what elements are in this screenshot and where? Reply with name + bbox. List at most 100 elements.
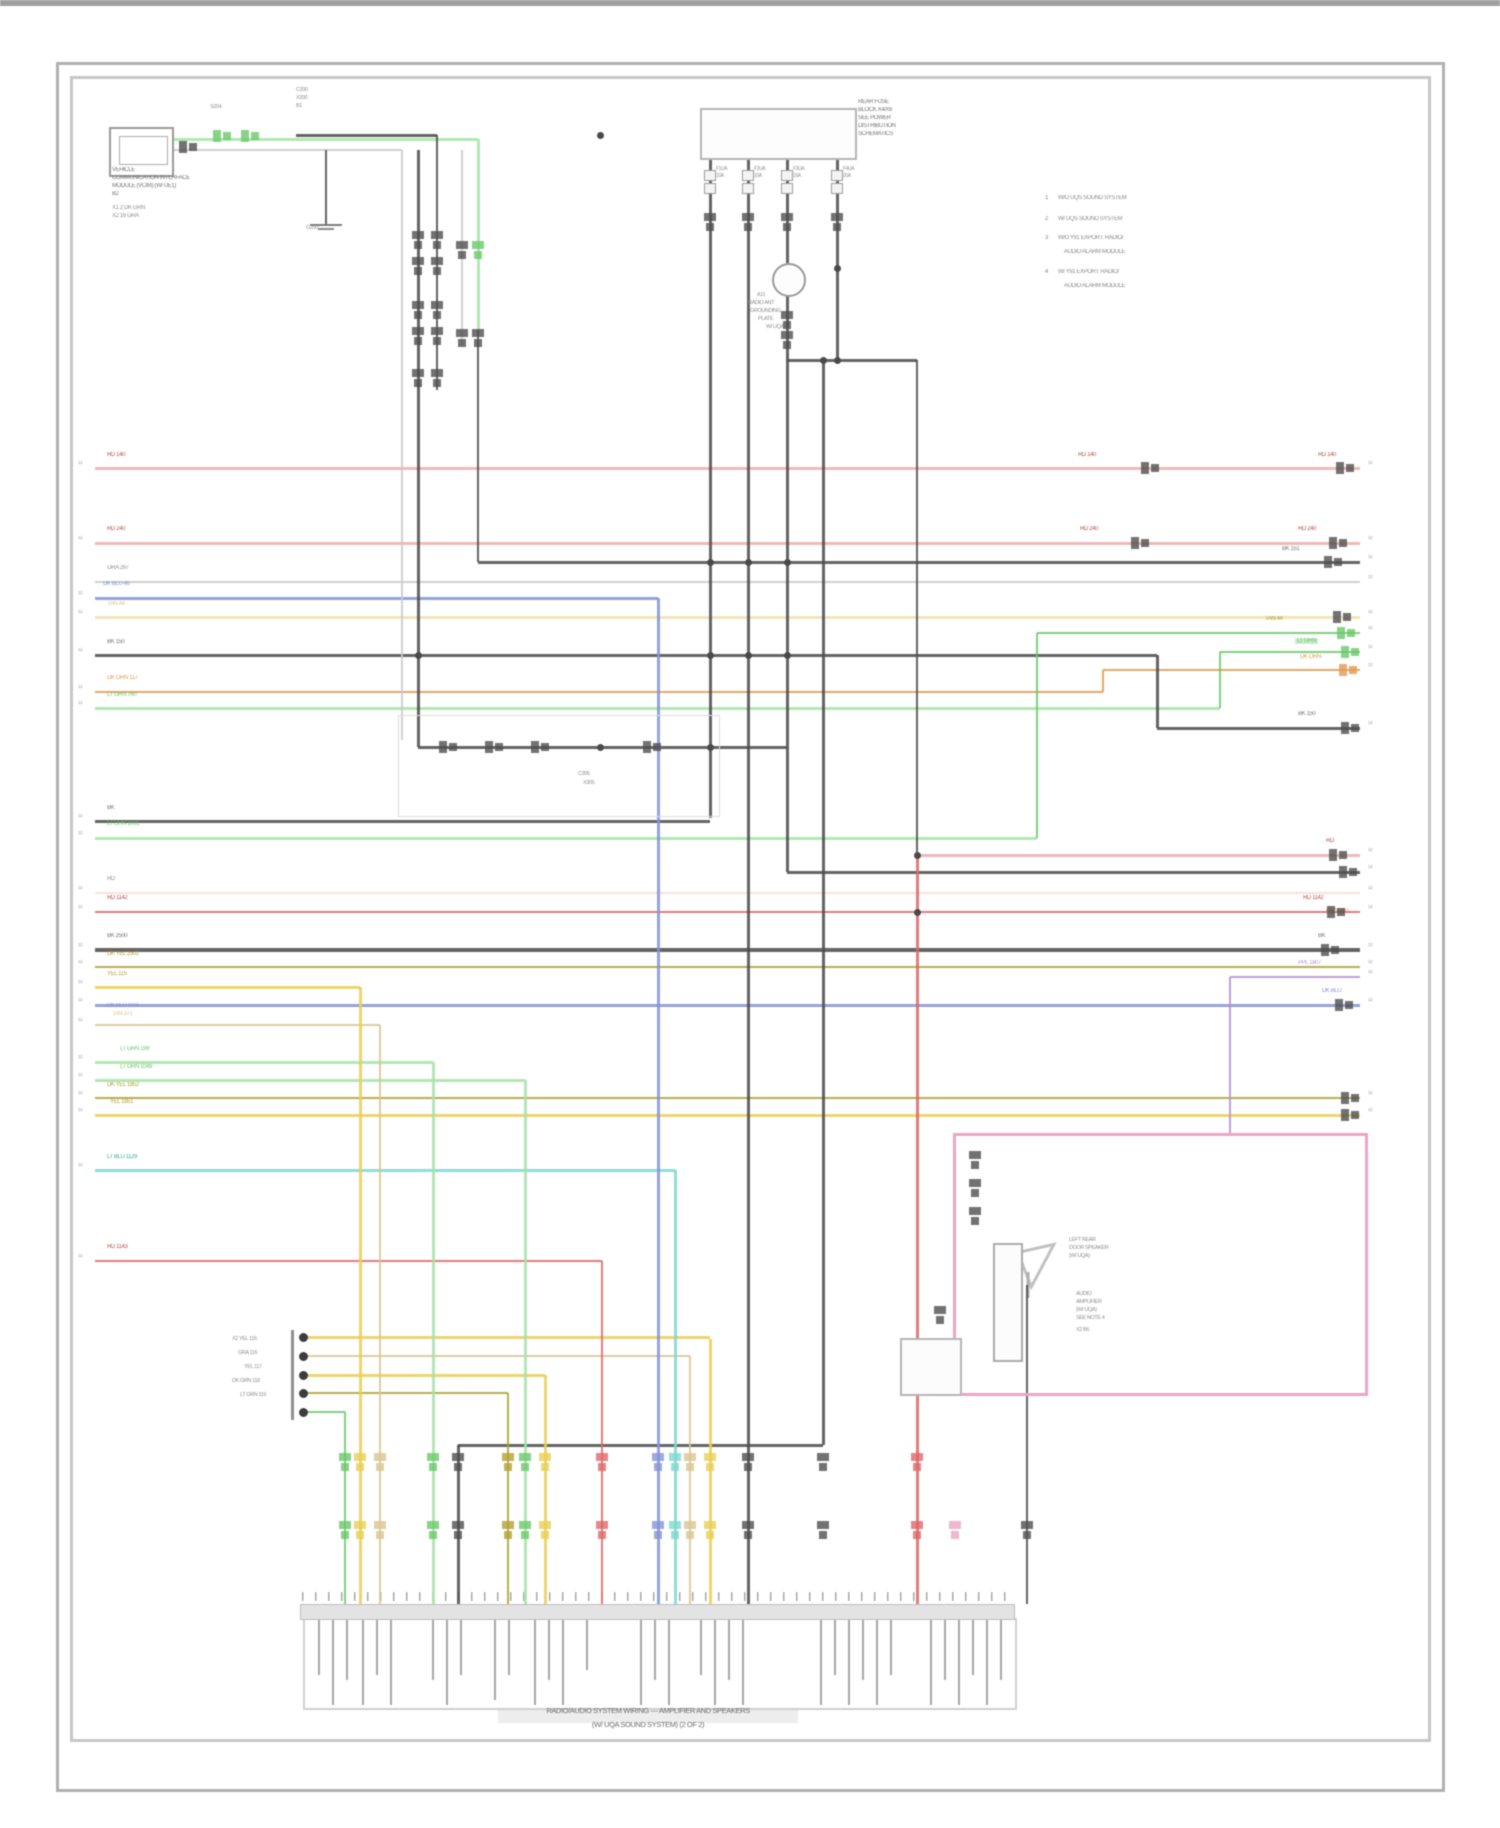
diagram-label: LT GRN 760 <box>107 692 137 698</box>
legend-item-number: 3 <box>1045 235 1048 241</box>
legend-item-text: W/ UQS SOUND SYSTEM <box>1058 216 1123 222</box>
wire-segment <box>523 1080 527 1604</box>
wire-segment <box>785 293 789 872</box>
diagram-label: GRA 116 <box>238 1350 258 1356</box>
diagram-label: SEE NOTE 4 <box>1076 1315 1105 1321</box>
diagram-label: (W/ UQA) <box>1076 1307 1097 1313</box>
pin-number-left: 12 <box>78 460 83 465</box>
diagram-label: X200 <box>296 95 308 101</box>
inline-connector-icon <box>742 1453 754 1471</box>
connector-pin-stub <box>460 1620 462 1675</box>
diagram-label: DK GRN 118 <box>232 1378 260 1384</box>
diagram-label: BK 150 <box>1298 711 1316 717</box>
pin-number-left: 12 <box>78 1017 83 1022</box>
inline-connector-icon <box>596 1453 608 1471</box>
inline-connector-icon <box>1335 999 1353 1011</box>
connector-pin-stub <box>548 1620 550 1680</box>
pin-number-left: 12 <box>78 830 83 835</box>
fuse-icon <box>742 170 754 181</box>
pin-number-left: 12 <box>78 1090 83 1095</box>
component-box <box>303 1618 1017 1710</box>
wire-segment <box>401 150 403 740</box>
inline-connector-icon <box>1141 462 1159 474</box>
diagram-label: F3UA <box>793 166 805 172</box>
inline-connector-icon <box>431 257 443 275</box>
diagram-label: DK ORN 117 <box>107 675 138 681</box>
wire-segment <box>344 1412 346 1604</box>
diagram-label: GROUNDING <box>750 308 781 314</box>
component-box <box>291 1330 294 1420</box>
wire-segment <box>95 948 1360 952</box>
wire-segment <box>787 358 917 362</box>
pin-number-left: 12 <box>78 942 83 947</box>
pin-number-right: 12 <box>1368 460 1373 465</box>
diagram-label: LT GRN <box>1295 638 1319 645</box>
diagram-label: SCHEMATICS <box>858 131 893 137</box>
inline-connector-icon <box>519 1453 531 1471</box>
fuse-icon <box>704 183 716 194</box>
wire-segment <box>478 560 1360 564</box>
wire-segment <box>916 360 918 855</box>
connector-pin-stub <box>668 1620 670 1705</box>
legend-item-text: AUDIO ALARM MODULE <box>1064 249 1126 255</box>
inline-connector-icon <box>969 1179 981 1197</box>
terminal-dot <box>299 1408 308 1417</box>
diagram-label: YEL 117 <box>244 1364 262 1370</box>
wire-segment <box>307 1355 690 1357</box>
diagram-label: BLOCK X4/X6 <box>858 107 892 113</box>
pin-number-left: 12 <box>78 1054 83 1059</box>
pin-number-left: 12 <box>78 979 83 984</box>
wire-segment <box>917 853 1360 857</box>
speaker-icon <box>1015 1242 1057 1298</box>
component-box <box>398 715 720 817</box>
wire-segment <box>656 598 660 1604</box>
inline-connector-icon <box>241 130 259 142</box>
inline-connector-icon <box>684 1453 696 1471</box>
pin-number-right: 12 <box>1368 574 1373 579</box>
pin-number-right: 12 <box>1368 554 1373 559</box>
inline-connector-icon <box>339 1521 351 1539</box>
diagram-label: DK ORN <box>1300 654 1321 660</box>
diagram-label: RD 240 <box>1080 526 1098 532</box>
legend-item-text: AUDIO ALARM MODULE <box>1064 283 1126 289</box>
junction-dot <box>597 132 604 139</box>
connector-pin-stub <box>820 1620 822 1705</box>
diagram-label: TAN 371 <box>112 1011 133 1017</box>
wire-segment <box>307 1373 545 1377</box>
diagram-label: G200 <box>306 225 318 231</box>
junction-dot <box>784 652 791 659</box>
fuse-icon <box>831 183 843 194</box>
inline-connector-icon <box>213 130 231 142</box>
pin-number-left: 12 <box>78 535 83 540</box>
antenna-grounding-component <box>772 263 806 297</box>
diagram-label: RD 140 <box>107 452 125 458</box>
pin-number-right: 12 <box>1368 535 1373 540</box>
diagram-label: RD 1142 <box>107 895 128 901</box>
pin-number-right: 12 <box>1368 1090 1373 1095</box>
inline-connector-icon <box>374 1521 386 1539</box>
pin-number-right: 12 <box>1368 885 1373 890</box>
diagram-label: A11 <box>757 292 766 298</box>
diagram-label: LT BLU 1129 <box>107 1154 137 1160</box>
inline-connector-icon <box>669 1453 681 1471</box>
ground-icon <box>310 224 342 226</box>
connector-pin-stub <box>700 1620 702 1675</box>
wire-segment <box>507 1393 509 1604</box>
page-outer-border <box>56 62 1445 1792</box>
inline-connector-icon <box>704 213 716 231</box>
inline-connector-icon <box>1327 906 1345 918</box>
inline-connector-icon <box>452 1453 464 1471</box>
pin-number-right: 12 <box>1368 942 1373 947</box>
wire-segment <box>785 156 789 263</box>
diagram-label: BK 151 <box>1282 546 1300 552</box>
wire-segment <box>95 1060 433 1064</box>
wire-segment <box>95 1003 1360 1007</box>
diagram-label: S204 <box>210 104 222 110</box>
junction-dot <box>834 357 841 364</box>
pin-number-right: 12 <box>1368 969 1373 974</box>
wire-segment <box>673 1170 677 1604</box>
pin-number-right: 12 <box>1368 609 1373 614</box>
junction-dot <box>784 559 791 566</box>
legend-item-number: 4 <box>1045 269 1048 275</box>
diagram-label: RD 1142 <box>1303 895 1324 901</box>
